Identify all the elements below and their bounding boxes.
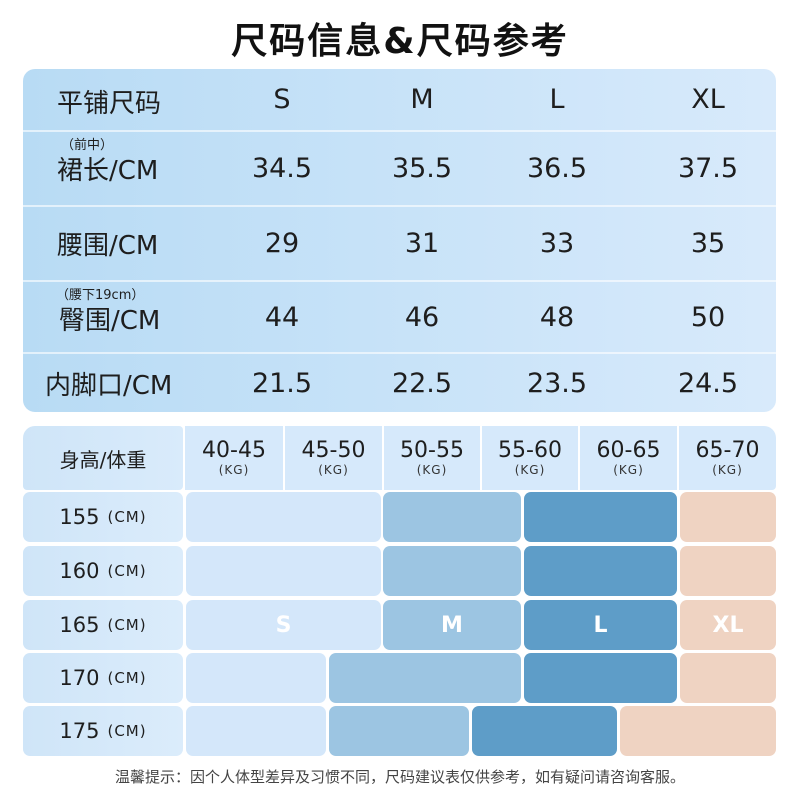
height-label: 170 (CM) — [23, 653, 183, 703]
row-label: 臀围/CM — [59, 306, 161, 336]
size-block-s: S — [186, 600, 381, 650]
height-label: 160 (CM) — [23, 546, 183, 596]
divider — [23, 130, 776, 132]
weight-header: 50-55 (KG) — [384, 426, 480, 490]
size-header-m: M — [410, 84, 434, 115]
size-block-xl — [680, 546, 776, 596]
row-note: （前中） — [61, 138, 114, 153]
table-row: 内脚口/CM 21.5 22.5 23.5 24.5 — [23, 354, 776, 412]
cell-m: 46 — [404, 301, 440, 333]
divider — [23, 280, 776, 282]
table-row: （腰下19cm） 臀围/CM 44 46 48 50 — [23, 282, 776, 352]
size-block-xl — [680, 653, 776, 703]
cell-l: 36.5 — [526, 153, 588, 184]
weight-header: 65-70 (KG) — [679, 426, 776, 490]
size-block-m — [383, 492, 521, 542]
size-block-l: L — [524, 600, 677, 650]
row-note: （腰下19cm） — [56, 288, 145, 303]
footer-note: 温馨提示：因个人体型差异及习惯不同，尺码建议表仅供参考，如有疑问请咨询客服。 — [114, 768, 685, 786]
page-title: 尺码信息&尺码参考 — [231, 21, 569, 62]
cell-xl: 50 — [690, 301, 726, 333]
row-label: 内脚口/CM — [45, 371, 173, 401]
cell-xl: 37.5 — [677, 153, 739, 184]
size-block-xl — [620, 706, 776, 756]
cell-l: 48 — [539, 301, 575, 333]
flat-size-table: 平铺尺码 S M L XL （前中） 裙长/CM 34.5 35.5 36.5 … — [23, 69, 776, 412]
height-label: 175 (CM) — [23, 706, 183, 756]
size-block-s — [186, 546, 381, 596]
size-block-m: M — [383, 600, 521, 650]
size-block-s — [186, 706, 326, 756]
cell-l: 23.5 — [526, 367, 588, 399]
divider — [23, 205, 776, 207]
cell-m: 22.5 — [391, 367, 453, 399]
size-block-l — [524, 653, 677, 703]
table-row: 腰围/CM 29 31 33 35 — [23, 207, 776, 280]
row-label: 腰围/CM — [57, 231, 159, 261]
divider — [23, 352, 776, 354]
size-header-s: S — [273, 84, 291, 115]
size-header-l: L — [549, 84, 565, 115]
size-block-s — [186, 492, 381, 542]
table-row: （前中） 裙长/CM 34.5 35.5 36.5 37.5 — [23, 132, 776, 205]
height-label: 155 (CM) — [23, 492, 183, 542]
header-label: 平铺尺码 — [57, 89, 162, 119]
cell-s: 21.5 — [251, 367, 313, 399]
cell-m: 35.5 — [391, 153, 453, 184]
size-block-m — [329, 653, 521, 703]
table-header-row: 平铺尺码 S M L XL — [23, 69, 776, 130]
height-label: 165 (CM) — [23, 600, 183, 650]
cell-s: 34.5 — [251, 153, 313, 184]
size-block-l — [472, 706, 617, 756]
weight-header: 55-60 (KG) — [482, 426, 578, 490]
grid-header-label: 身高/体重 — [23, 426, 183, 490]
cell-s: 44 — [264, 301, 300, 333]
cell-s: 29 — [264, 228, 300, 259]
row-label: 裙长/CM — [57, 156, 159, 186]
cell-xl: 24.5 — [677, 367, 739, 399]
weight-header: 40-45 (KG) — [185, 426, 283, 490]
size-block-l — [524, 492, 677, 542]
size-block-m — [383, 546, 521, 596]
size-block-l — [524, 546, 677, 596]
size-block-m — [329, 706, 469, 756]
cell-xl: 35 — [690, 228, 726, 259]
cell-m: 31 — [404, 228, 440, 259]
size-header-xl: XL — [691, 84, 725, 115]
cell-l: 33 — [539, 228, 575, 259]
weight-header: 45-50 (KG) — [285, 426, 382, 490]
weight-header: 60-65 (KG) — [580, 426, 677, 490]
size-block-s — [186, 653, 326, 703]
size-block-xl — [680, 492, 776, 542]
size-block-xl: XL — [680, 600, 776, 650]
